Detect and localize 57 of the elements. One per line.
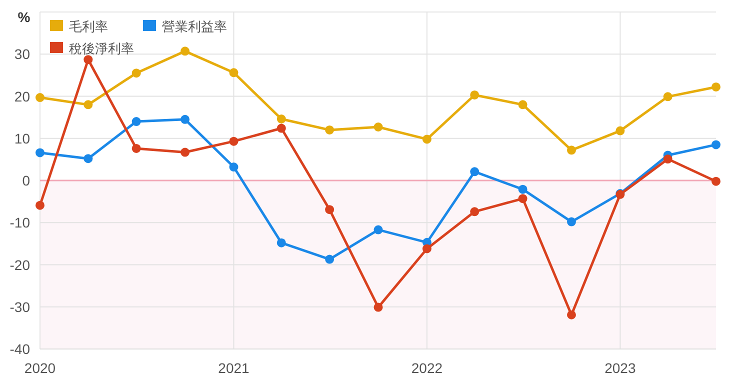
point: [180, 46, 190, 56]
point: [422, 134, 432, 144]
point: [229, 162, 238, 172]
legend-label: 營業利益率: [162, 19, 227, 34]
point: [36, 93, 44, 102]
point: [180, 148, 190, 157]
point: [616, 126, 625, 136]
point: [470, 207, 480, 216]
x-tick-label: 2022: [411, 360, 443, 376]
y-tick-label: -40: [10, 341, 30, 357]
point: [325, 254, 334, 264]
point: [518, 100, 528, 110]
point: [84, 55, 93, 64]
legend-label: 稅後淨利率: [69, 41, 134, 56]
point: [132, 117, 141, 126]
point: [470, 90, 480, 100]
point: [712, 176, 720, 186]
point: [84, 100, 93, 110]
x-tick-label: 2021: [218, 360, 250, 376]
point: [276, 114, 286, 124]
point: [374, 122, 383, 132]
point: [229, 136, 238, 146]
y-tick-label: 20: [14, 88, 30, 104]
point: [566, 310, 576, 320]
point: [374, 225, 383, 234]
point: [566, 217, 576, 226]
point: [84, 154, 93, 164]
point: [712, 140, 720, 150]
point: [422, 244, 432, 254]
y-tick-label: 30: [14, 46, 30, 62]
point: [36, 200, 44, 210]
point: [663, 154, 672, 164]
point: [132, 68, 141, 78]
y-tick-label: -30: [10, 298, 30, 315]
x-tick-label: 2023: [604, 360, 636, 376]
y-tick-label: 0: [22, 172, 30, 188]
point: [132, 144, 141, 153]
x-tick-label: 2020: [24, 360, 56, 376]
point: [470, 167, 480, 176]
point: [180, 114, 190, 124]
point: [325, 125, 334, 134]
y-tick-label: 10: [14, 130, 30, 146]
point: [663, 92, 672, 102]
y-tick-label: -20: [10, 256, 30, 273]
point: [518, 194, 528, 204]
point: [36, 148, 44, 158]
point: [276, 238, 286, 248]
point: [276, 124, 286, 133]
legend-label: 毛利率: [69, 19, 108, 34]
point: [518, 184, 528, 194]
y-tick-label: -10: [10, 214, 30, 231]
point: [712, 82, 720, 92]
point: [229, 68, 238, 78]
y-axis-title: %: [18, 9, 31, 25]
point: [325, 205, 334, 214]
point: [566, 146, 576, 155]
point: [374, 302, 383, 312]
